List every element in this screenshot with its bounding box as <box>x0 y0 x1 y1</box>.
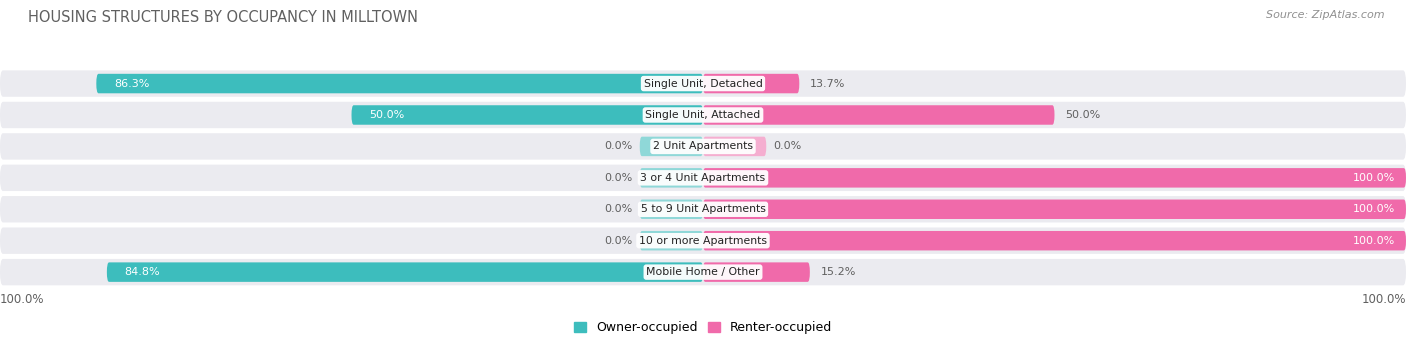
Text: 0.0%: 0.0% <box>605 141 633 152</box>
Text: 10 or more Apartments: 10 or more Apartments <box>638 236 768 246</box>
FancyBboxPatch shape <box>0 133 1406 160</box>
FancyBboxPatch shape <box>640 199 703 219</box>
FancyBboxPatch shape <box>0 196 1406 222</box>
Text: 15.2%: 15.2% <box>821 267 856 277</box>
FancyBboxPatch shape <box>703 74 799 93</box>
Text: Single Unit, Attached: Single Unit, Attached <box>645 110 761 120</box>
FancyBboxPatch shape <box>107 262 703 282</box>
FancyBboxPatch shape <box>703 262 810 282</box>
Text: 13.7%: 13.7% <box>810 79 845 89</box>
Text: 50.0%: 50.0% <box>1066 110 1101 120</box>
Text: 100.0%: 100.0% <box>1353 204 1395 214</box>
FancyBboxPatch shape <box>97 74 703 93</box>
Text: Single Unit, Detached: Single Unit, Detached <box>644 79 762 89</box>
Text: Mobile Home / Other: Mobile Home / Other <box>647 267 759 277</box>
Text: 0.0%: 0.0% <box>605 204 633 214</box>
Text: 100.0%: 100.0% <box>1361 293 1406 306</box>
FancyBboxPatch shape <box>0 102 1406 128</box>
Legend: Owner-occupied, Renter-occupied: Owner-occupied, Renter-occupied <box>568 316 838 339</box>
FancyBboxPatch shape <box>703 137 766 156</box>
Text: 84.8%: 84.8% <box>125 267 160 277</box>
FancyBboxPatch shape <box>0 70 1406 97</box>
Text: 3 or 4 Unit Apartments: 3 or 4 Unit Apartments <box>641 173 765 183</box>
Text: 2 Unit Apartments: 2 Unit Apartments <box>652 141 754 152</box>
FancyBboxPatch shape <box>0 227 1406 254</box>
Text: 100.0%: 100.0% <box>1353 236 1395 246</box>
Text: 0.0%: 0.0% <box>605 173 633 183</box>
Text: 50.0%: 50.0% <box>368 110 405 120</box>
Text: 100.0%: 100.0% <box>1353 173 1395 183</box>
FancyBboxPatch shape <box>703 231 1406 250</box>
FancyBboxPatch shape <box>640 231 703 250</box>
Text: 0.0%: 0.0% <box>773 141 801 152</box>
FancyBboxPatch shape <box>703 105 1054 125</box>
FancyBboxPatch shape <box>703 199 1406 219</box>
Text: 100.0%: 100.0% <box>0 293 45 306</box>
FancyBboxPatch shape <box>703 168 1406 187</box>
FancyBboxPatch shape <box>0 165 1406 191</box>
FancyBboxPatch shape <box>0 259 1406 285</box>
Text: 86.3%: 86.3% <box>114 79 149 89</box>
Text: Source: ZipAtlas.com: Source: ZipAtlas.com <box>1267 10 1385 20</box>
Text: 5 to 9 Unit Apartments: 5 to 9 Unit Apartments <box>641 204 765 214</box>
FancyBboxPatch shape <box>640 168 703 187</box>
Text: HOUSING STRUCTURES BY OCCUPANCY IN MILLTOWN: HOUSING STRUCTURES BY OCCUPANCY IN MILLT… <box>28 10 418 25</box>
Text: 0.0%: 0.0% <box>605 236 633 246</box>
FancyBboxPatch shape <box>640 137 703 156</box>
FancyBboxPatch shape <box>352 105 703 125</box>
